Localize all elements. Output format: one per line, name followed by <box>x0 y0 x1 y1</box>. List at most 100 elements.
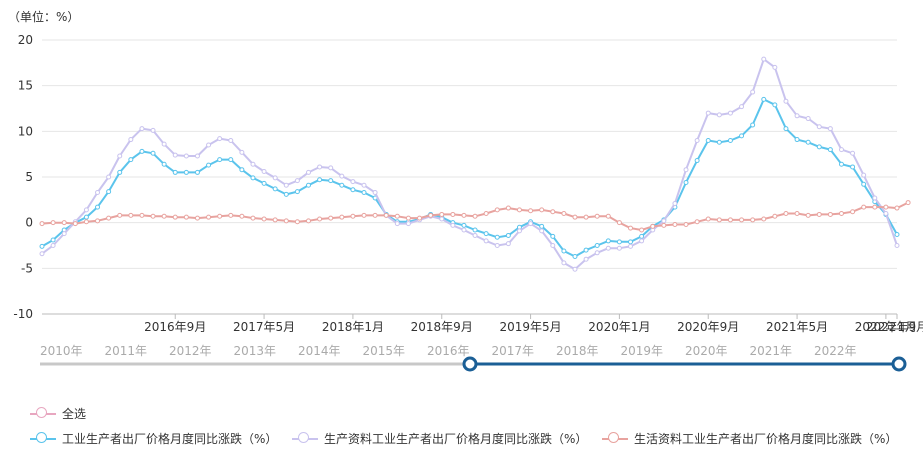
data-point <box>250 161 256 167</box>
legend-marker-select-all <box>30 406 56 421</box>
data-point <box>194 153 200 159</box>
data-point <box>827 211 833 217</box>
data-point <box>739 217 745 223</box>
data-point <box>317 177 323 183</box>
data-point <box>683 167 689 173</box>
data-point <box>783 211 789 217</box>
data-point <box>639 233 645 239</box>
data-point <box>172 169 178 175</box>
data-point <box>739 104 745 110</box>
series-3 <box>39 200 911 233</box>
data-point <box>716 139 722 145</box>
data-point <box>850 209 856 215</box>
data-point <box>117 212 123 218</box>
timeline-year-label: 2012年 <box>169 344 212 358</box>
data-point <box>583 214 589 220</box>
data-point <box>183 214 189 220</box>
data-point <box>772 102 778 108</box>
data-point <box>750 89 756 95</box>
timeline-start-handle[interactable] <box>462 356 478 372</box>
data-point <box>805 212 811 218</box>
data-point <box>561 260 567 266</box>
data-point <box>206 142 212 148</box>
data-point <box>72 221 78 227</box>
data-point <box>361 212 367 218</box>
data-point <box>305 182 311 188</box>
data-point <box>705 110 711 116</box>
data-point <box>272 186 278 192</box>
legend-marker-series-1 <box>30 431 56 446</box>
timeline-year-label: 2022年 <box>814 344 857 358</box>
data-point <box>661 218 667 224</box>
data-point <box>694 137 700 143</box>
data-point <box>805 116 811 122</box>
legend-series-3[interactable]: 生活资料工业生产者出厂价格月度同比涨跌（%） <box>602 430 897 447</box>
y-tick-label: 15 <box>18 79 33 93</box>
data-point <box>83 214 89 220</box>
x-tick-label: 2018年1月 <box>322 320 384 334</box>
data-point <box>183 169 189 175</box>
data-point <box>150 127 156 133</box>
data-point <box>61 220 67 226</box>
data-point <box>505 232 511 238</box>
timeline-year-label: 2018年 <box>556 344 599 358</box>
data-point <box>461 222 467 228</box>
legend-series-2[interactable]: 生产资料工业生产者出厂价格月度同比涨跌（%） <box>292 430 587 447</box>
data-point <box>483 238 489 244</box>
x-tick-label: 2022年1月 <box>855 320 917 334</box>
data-point <box>594 213 600 219</box>
timeline-year-label: 2019年 <box>621 344 664 358</box>
data-point <box>272 175 278 181</box>
data-point <box>39 221 45 227</box>
data-point <box>394 221 400 227</box>
data-point <box>605 238 611 244</box>
data-point <box>472 213 478 219</box>
data-point <box>405 215 411 221</box>
timeline-year-label: 2017年 <box>492 344 535 358</box>
series-2 <box>39 56 900 272</box>
legend-select-all[interactable]: 全选 <box>30 405 86 422</box>
data-point <box>139 126 145 132</box>
timeline-end-handle[interactable] <box>891 356 907 372</box>
data-point <box>172 214 178 220</box>
data-point <box>139 212 145 218</box>
data-point <box>550 209 556 215</box>
data-point <box>872 195 878 201</box>
timeline-year-label: 2020年 <box>685 344 728 358</box>
data-point <box>239 213 245 219</box>
x-axis: 2016年9月 2017年5月 2018年1月 2018年9月 2019年5月 2020年… <box>144 314 923 334</box>
data-point <box>183 153 189 159</box>
data-point <box>428 212 434 218</box>
data-point <box>794 211 800 217</box>
data-point <box>838 161 844 167</box>
data-point <box>139 148 145 154</box>
data-point <box>727 137 733 143</box>
data-point <box>461 227 467 233</box>
data-point <box>528 208 534 214</box>
series-lines <box>39 56 911 272</box>
data-point <box>106 189 112 195</box>
data-point <box>827 126 833 132</box>
data-point <box>206 162 212 168</box>
legend-marker-series-3 <box>602 431 628 446</box>
data-point <box>439 216 445 222</box>
data-point <box>339 214 345 220</box>
data-point <box>605 213 611 219</box>
data-point <box>294 178 300 184</box>
data-point <box>750 217 756 223</box>
legend-series-1[interactable]: 工业生产者出厂价格月度同比涨跌（%） <box>30 430 277 447</box>
data-point <box>283 191 289 197</box>
data-point <box>628 225 634 231</box>
data-point <box>250 215 256 221</box>
data-point <box>217 213 223 219</box>
data-point <box>794 113 800 119</box>
data-point <box>661 222 667 228</box>
data-point <box>117 169 123 175</box>
x-tick-label: 2021年5月 <box>766 320 828 334</box>
timeline-year-label: 2013年 <box>234 344 277 358</box>
data-point <box>361 190 367 196</box>
data-point <box>117 153 123 159</box>
data-point <box>472 232 478 238</box>
data-point <box>161 161 167 167</box>
unit-label: （单位：%） <box>8 10 80 24</box>
